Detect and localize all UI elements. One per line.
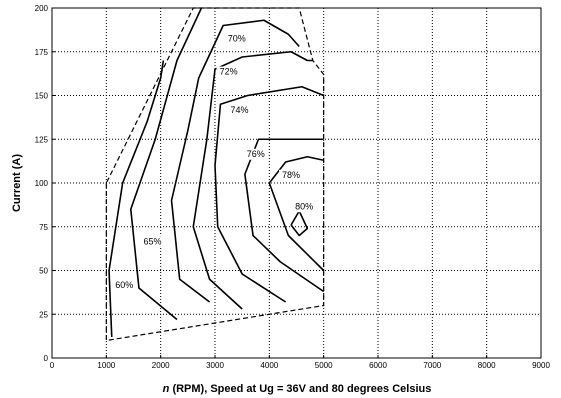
- y-tick-label: 200: [35, 4, 49, 13]
- efficiency-contours: [108, 7, 325, 338]
- contour-label-76: 76%: [247, 149, 265, 159]
- contour-line-74: [214, 85, 324, 303]
- contour-label-70: 70%: [228, 33, 246, 43]
- x-axis-label: n (RPM), Speed at Ug = 36V and 80 degree…: [163, 383, 432, 395]
- contour-label-bg-80: [292, 201, 317, 213]
- contour-line-65: [129, 7, 203, 321]
- x-tick-label: 7000: [423, 361, 441, 370]
- x-tick-label: 6000: [369, 361, 387, 370]
- x-tick-label: 1000: [97, 361, 115, 370]
- contour-label-bg-76: [243, 148, 268, 160]
- contour-label-bg-60: [112, 280, 137, 291]
- contour-label-bg-72: [216, 66, 241, 78]
- contour-line-60: [108, 60, 165, 338]
- x-axis-label-italic: n: [163, 383, 170, 395]
- y-tick-label: 150: [35, 92, 49, 101]
- contour-label-80: 80%: [295, 201, 313, 211]
- contour-label-60: 60%: [115, 280, 133, 290]
- contour-label-bg-78: [279, 169, 304, 181]
- grid-lines: [52, 8, 541, 358]
- contour-label-65: 65%: [144, 236, 162, 246]
- y-tick-label: 75: [39, 223, 48, 232]
- x-tick-label: 3000: [206, 361, 224, 370]
- contour-label-bg-74: [227, 105, 252, 116]
- contour-label-bg-65: [140, 236, 165, 248]
- x-axis-label-text: (RPM), Speed at Ug = 36V and 80 degrees …: [169, 383, 431, 395]
- x-tick-label: 2000: [152, 361, 170, 370]
- x-tick-label: 8000: [478, 361, 496, 370]
- y-tick-label: 125: [35, 135, 49, 144]
- x-tick-label: 0: [50, 361, 55, 370]
- contour-line-78: [268, 155, 325, 272]
- y-tick-label: 50: [39, 267, 48, 276]
- contour-label-74: 74%: [230, 105, 248, 115]
- y-tick-label: 25: [39, 310, 48, 319]
- contour-label-78: 78%: [282, 170, 300, 180]
- x-tick-label: 5000: [315, 361, 333, 370]
- contour-line-76: [244, 138, 325, 293]
- contour-line-70: [170, 19, 300, 303]
- y-axis-label: Current (A): [11, 154, 23, 212]
- y-tick-label: 175: [35, 48, 49, 57]
- y-axis-ticks: 0 25 50 75 100 125 150 175 200: [35, 4, 55, 363]
- contour-line-72: [192, 50, 313, 310]
- x-tick-label: 4000: [260, 361, 278, 370]
- y-tick-label: 100: [35, 179, 49, 188]
- x-axis-ticks: 0 1000 2000 3000 4000 5000 6000 7000 8000 9000: [50, 355, 550, 370]
- contour-labels: 60% 65% 70% 72% 74% 76% 78% 80%: [112, 33, 317, 291]
- contour-label-72: 72%: [220, 67, 238, 77]
- y-tick-label: 0: [44, 354, 49, 363]
- plot-area-border: [51, 7, 542, 359]
- x-tick-label: 9000: [532, 361, 550, 370]
- contour-label-bg-70: [224, 33, 249, 45]
- contour-line-80: [290, 210, 309, 237]
